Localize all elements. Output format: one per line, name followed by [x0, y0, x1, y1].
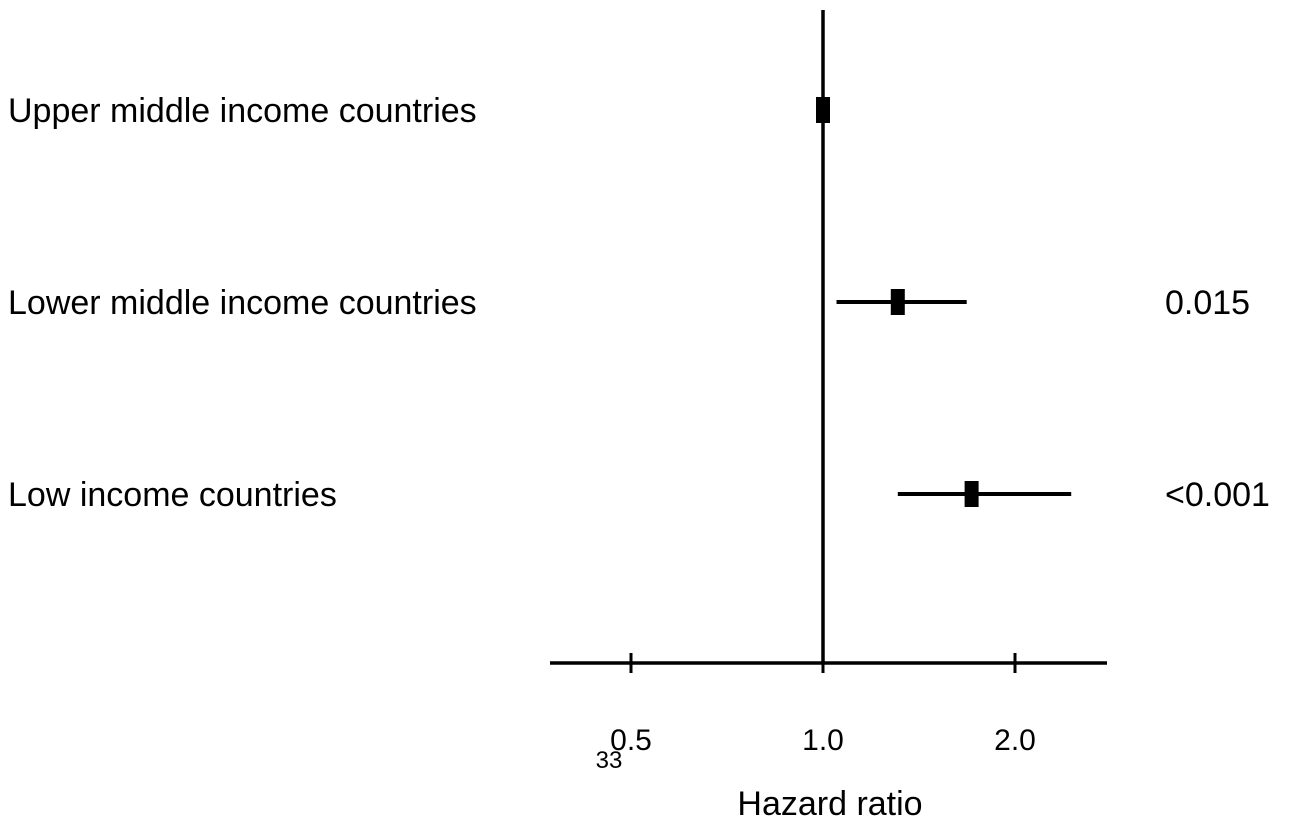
p-value: <0.001	[1165, 476, 1270, 514]
page-number: 33	[596, 747, 623, 774]
hr-point-marker	[890, 289, 905, 315]
x-tick-label: 0.5	[610, 724, 652, 757]
x-axis-label: Hazard ratio	[737, 785, 922, 820]
x-tick-label: 1.0	[802, 724, 844, 757]
row-label: Upper middle income countries	[8, 92, 477, 130]
hr-point-marker	[964, 481, 979, 507]
row-label: Low income countries	[8, 476, 337, 514]
p-value: 0.015	[1165, 284, 1250, 322]
x-tick-label: 2.0	[994, 724, 1036, 757]
rows-group: Upper middle income countries Lower middl…	[8, 92, 1270, 514]
row-label: Lower middle income countries	[8, 284, 477, 322]
x-axis-ticks: 0.5 1.0 2.0	[610, 653, 1036, 757]
